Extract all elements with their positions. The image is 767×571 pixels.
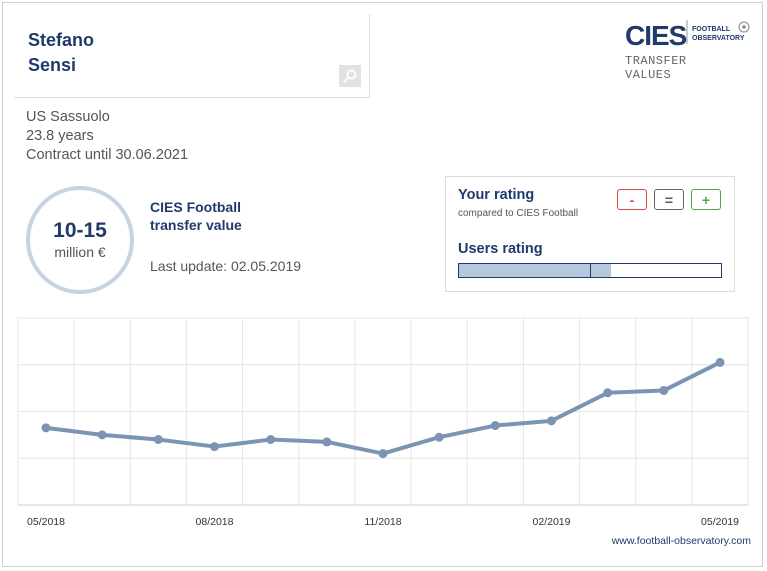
chart-point (490, 421, 500, 431)
transfer-value-range: 10-15 (53, 219, 107, 242)
player-last-name: Sensi (28, 55, 77, 75)
chart-point (266, 435, 276, 445)
chart-point (434, 432, 444, 442)
cies-logo-sub1: FOOTBALL (692, 26, 731, 33)
rate-equal-button[interactable]: = (654, 189, 684, 210)
cies-value-label-line2: transfer value (150, 217, 242, 233)
chart-tick-label: 08/2018 (196, 516, 234, 528)
chart-point (547, 416, 556, 426)
transfer-value-chart: 05/2018 08/2018 11/2018 02/2019 05/2019 (0, 310, 767, 535)
player-age: 23.8 years (26, 128, 94, 144)
chart-point (659, 385, 669, 395)
rate-higher-button[interactable]: + (691, 189, 721, 210)
cies-logo: CIES FOOTBALL OBSERVATORY (623, 14, 753, 51)
your-rating-subtitle: compared to CIES Football (458, 208, 579, 219)
logo-caption-line1: TRANSFER (625, 54, 687, 68)
chart-point (322, 437, 332, 447)
last-update: Last update: 02.05.2019 (150, 258, 302, 274)
chart-point (378, 449, 388, 459)
player-first-name: Stefano (28, 30, 95, 50)
player-contract: Contract until 30.06.2021 (26, 147, 189, 163)
player-info: US Sassuolo 23.8 years Contract until 30… (26, 108, 188, 165)
search-icon (343, 69, 357, 83)
cies-logo-sub2: OBSERVATORY (692, 35, 745, 42)
cies-logo-brand: CIES (625, 20, 687, 50)
player-name-box: Stefano Sensi (14, 14, 370, 98)
transfer-value-circle: 10-15 million € (26, 186, 134, 294)
rating-panel: Your rating compared to CIES Football - … (445, 176, 735, 292)
cies-value-label-line1: CIES Football (150, 199, 241, 215)
chart-point (603, 388, 613, 398)
users-rating-marker (590, 264, 591, 277)
chart-point (715, 357, 725, 367)
chart-tick-label: 02/2019 (533, 516, 571, 528)
transfer-value-unit: million € (54, 244, 106, 260)
chart-point (153, 435, 163, 445)
player-name: Stefano Sensi (28, 28, 94, 78)
cies-value-label: CIES Football transfer value (150, 198, 242, 234)
website-link[interactable]: www.football-observatory.com (611, 535, 751, 547)
search-button[interactable] (339, 65, 361, 87)
player-club: US Sassuolo (26, 109, 110, 125)
your-rating-title: Your rating (458, 187, 535, 203)
users-rating-bar (458, 263, 722, 278)
chart-svg: 05/2018 08/2018 11/2018 02/2019 05/2019 (17, 317, 749, 528)
chart-tick-label: 05/2019 (701, 516, 739, 528)
chart-point (97, 430, 107, 440)
users-rating-title: Users rating (458, 241, 543, 257)
football-icon (738, 21, 750, 33)
users-rating-fill (459, 264, 611, 277)
chart-point (210, 442, 219, 452)
chart-tick-label: 11/2018 (364, 516, 401, 528)
logo-caption-line2: VALUES (625, 68, 672, 82)
logo-caption: TRANSFER VALUES (625, 54, 687, 82)
chart-tick-label: 05/2018 (27, 516, 65, 528)
rate-lower-button[interactable]: - (617, 189, 647, 210)
chart-point (41, 423, 51, 433)
